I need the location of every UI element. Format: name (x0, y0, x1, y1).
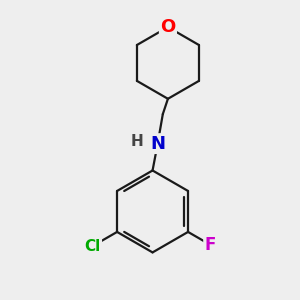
Text: H: H (131, 134, 144, 148)
Text: F: F (205, 236, 216, 254)
Text: Cl: Cl (85, 238, 101, 253)
Text: O: O (160, 18, 176, 36)
Text: N: N (150, 135, 165, 153)
